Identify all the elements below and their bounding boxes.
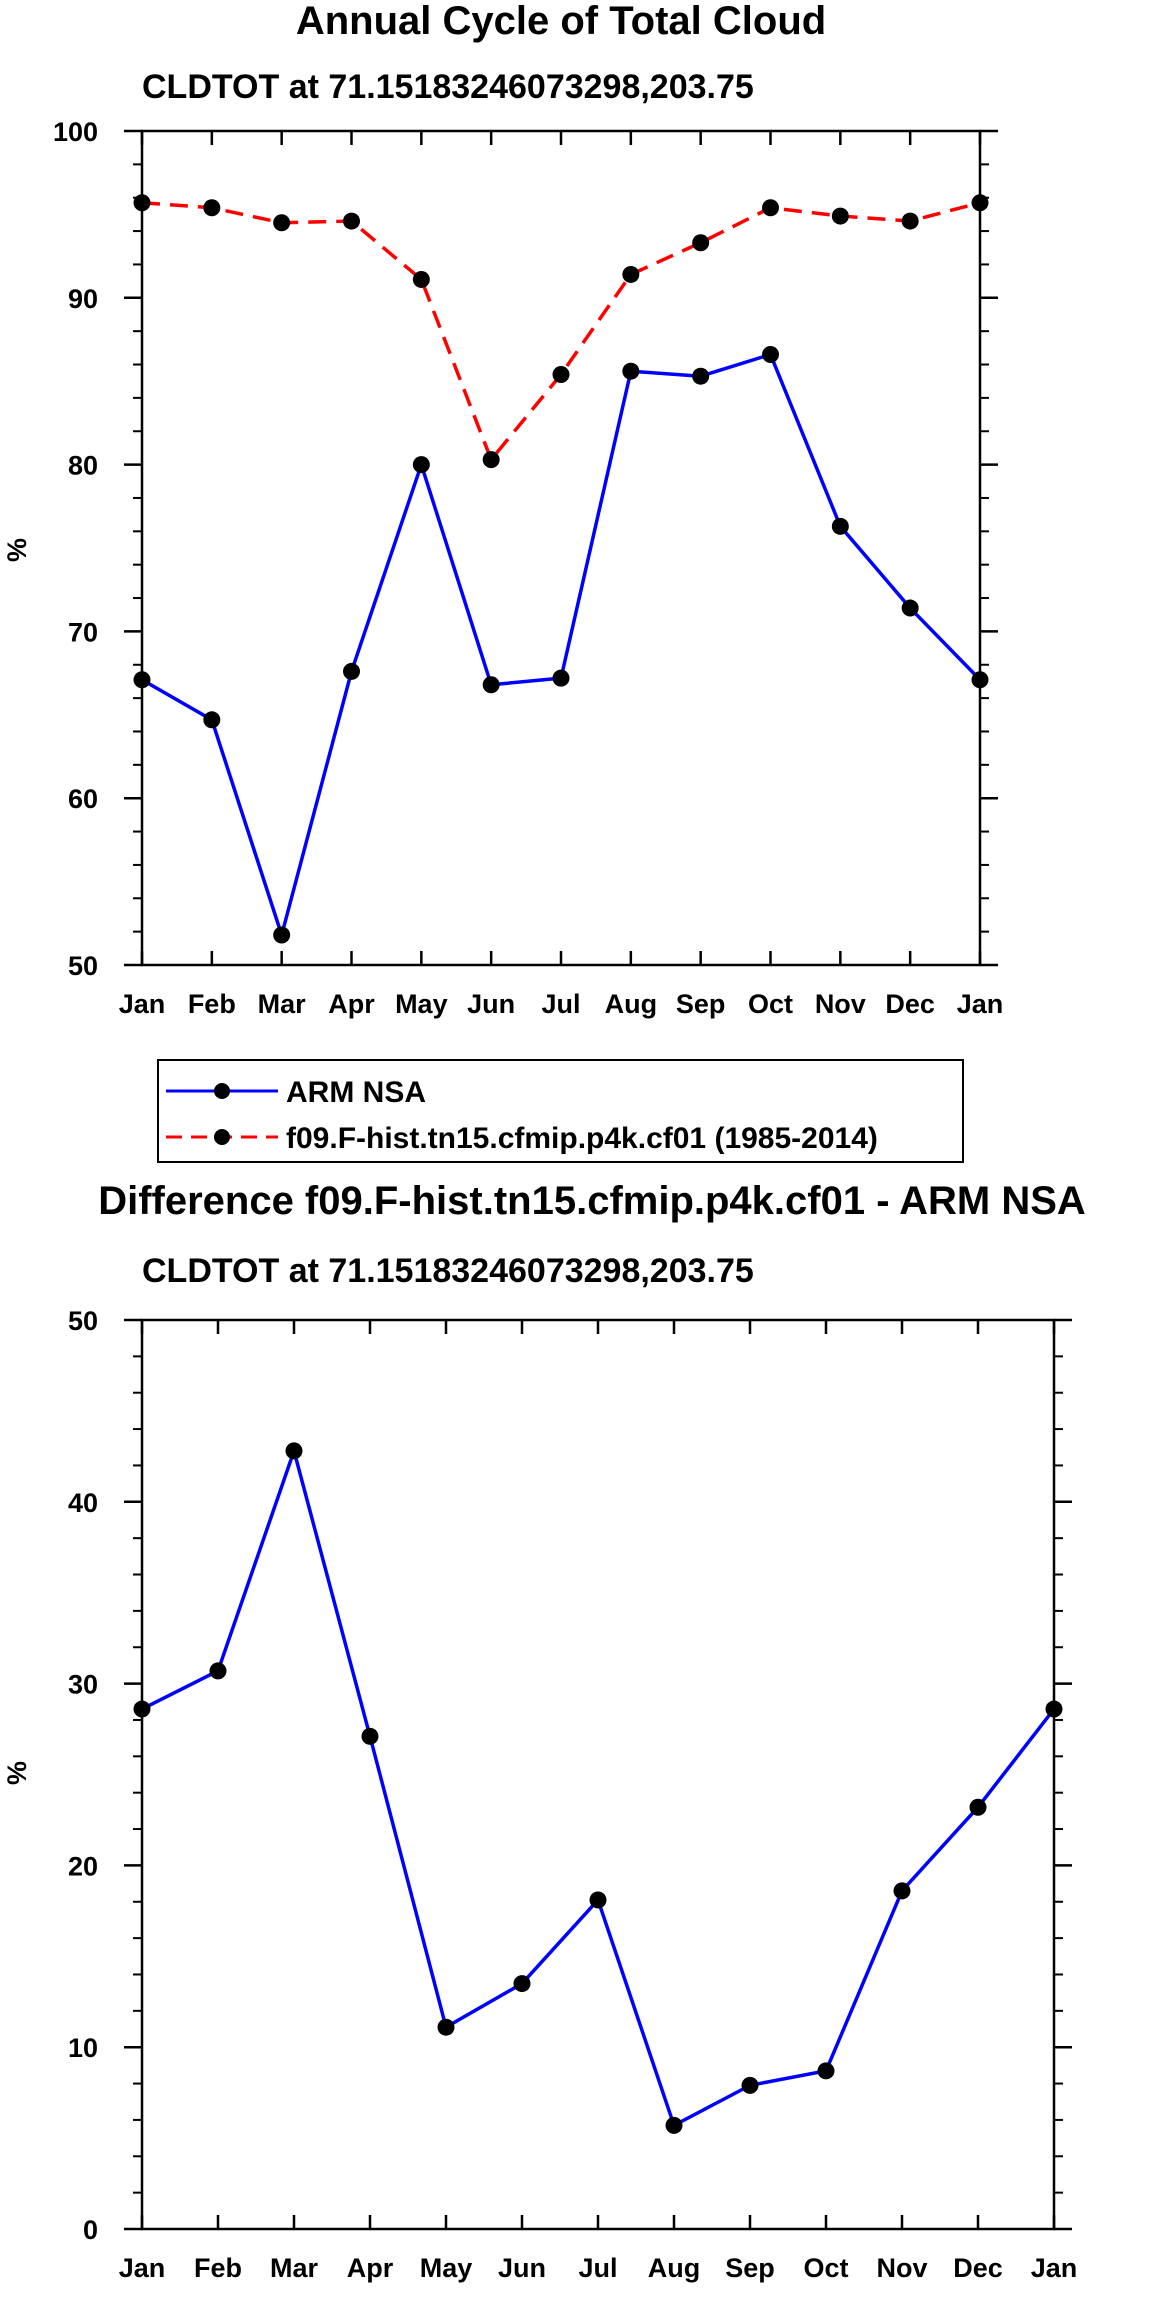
chart1-series-1-point	[971, 194, 989, 212]
chart2-ytick-label: 20	[68, 1851, 98, 1881]
chart1-series-1-point	[273, 214, 291, 232]
chart2-series-0-point	[741, 2076, 759, 2094]
chart1-ytick-label: 50	[68, 951, 98, 981]
chart2-xtick-label: Jul	[578, 2253, 617, 2283]
chart1-series-1-point	[692, 234, 710, 252]
chart1-ytick-label: 90	[68, 284, 98, 314]
chart2-series-0-point	[133, 1700, 151, 1718]
chart2-xtick-label: Mar	[270, 2253, 319, 2283]
chart2-series-0-point	[665, 2116, 683, 2134]
chart2-ylabel: %	[2, 1761, 32, 1785]
legend-box	[157, 1059, 964, 1163]
chart1-series-0-point	[762, 346, 779, 364]
chart1-series-0-point	[203, 711, 221, 729]
chart2-series-0-point	[969, 1798, 987, 1816]
chart2-xtick-label: Feb	[194, 2253, 242, 2283]
chart1-series-1-point	[622, 265, 640, 283]
chart2-series-0-point	[437, 2018, 455, 2036]
chart1-subtitle: CLDTOT at 71.15183246073298,203.75	[142, 68, 754, 106]
chart2-subtitle: CLDTOT at 71.15183246073298,203.75	[142, 1252, 754, 1290]
chart2-plot: Jan Feb Mar Apr May Jun Jul Aug Sep Oct Nov Dec Jan 0…	[68, 1306, 1077, 2283]
chart1-series-1-point	[552, 366, 570, 384]
chart2-xtick-label: Jun	[498, 2253, 546, 2283]
chart1-series-line-0	[141, 352, 982, 942]
chart2-ytick-label: 0	[83, 2215, 98, 2245]
legend-label-arm-nsa: ARM NSA	[286, 1076, 426, 1109]
chart1-xtick-label: Sep	[676, 989, 726, 1019]
chart2-series-0-point	[361, 1727, 379, 1745]
chart1-xtick-label: Aug	[605, 989, 657, 1019]
chart1-series-0-point	[901, 599, 919, 617]
legend-marker-model	[214, 1129, 230, 1145]
chart1-xtick-label: Feb	[188, 989, 236, 1019]
chart1-xtick-label: Jan	[119, 989, 166, 1019]
chart2-xtick-label: Oct	[803, 2253, 848, 2283]
chart1-series-0-point	[692, 367, 710, 385]
chart1-ytick-label: 100	[53, 117, 98, 147]
chart2-series-0-point	[817, 2062, 835, 2080]
chart1-ytick-label: 80	[68, 451, 98, 481]
chart1-series-1-point	[901, 212, 919, 230]
chart1-series-0-point	[412, 456, 430, 474]
chart1-frame	[140, 129, 982, 967]
chart1-series-1-point	[482, 451, 500, 469]
chart1-series-1-point	[762, 199, 779, 217]
chart2-xtick-label: Nov	[876, 2253, 927, 2283]
chart2-series-0-point	[893, 1882, 911, 1900]
chart1-legend: ARM NSA f09.F-hist.tn15.cfmip.p4k.cf01 (…	[157, 1059, 964, 1163]
legend-marker-arm-nsa	[214, 1083, 230, 1099]
chart1-xtick-label: Jan	[957, 989, 1004, 1019]
chart2-xtick-label: Jan	[119, 2253, 166, 2283]
chart2-xtick-label: Aug	[648, 2253, 700, 2283]
chart2-ytick-label: 30	[68, 1670, 98, 1700]
chart1-xtick-label: Nov	[815, 989, 866, 1019]
chart1-series-line-1	[141, 200, 981, 464]
chart1-series-1-point	[343, 212, 360, 230]
chart1-xtick-label: Jun	[467, 989, 515, 1019]
chart2-xtick-label: Apr	[347, 2253, 394, 2283]
chart1-ytick-label: 70	[68, 617, 98, 647]
chart2-ytick-label: 10	[68, 2033, 98, 2063]
chart1-xtick-label: Dec	[885, 989, 935, 1019]
chart2-xtick-label: May	[420, 2253, 473, 2283]
chart2-series-0-point	[1045, 1700, 1063, 1718]
chart2-ytick-label: 40	[68, 1488, 98, 1518]
chart1-xtick-label: Oct	[748, 989, 793, 1019]
chart1-series-0-point	[482, 676, 500, 694]
chart2-xtick-label: Dec	[953, 2253, 1003, 2283]
chart1-series-1-point	[203, 199, 221, 217]
chart2-title: Difference f09.F-hist.tn15.cfmip.p4k.cf0…	[98, 1179, 1086, 1223]
chart1-series-0-point	[831, 517, 849, 535]
chart2-series-0-point	[209, 1662, 227, 1680]
chart1-series-1-point	[133, 194, 151, 212]
chart1-title: Annual Cycle of Total Cloud	[296, 0, 826, 43]
chart2-xtick-label: Sep	[725, 2253, 775, 2283]
chart1-series-1-point	[831, 207, 849, 225]
chart2-series-line-0	[141, 1444, 1056, 2128]
chart2-series-0-point	[513, 1975, 531, 1993]
chart2-frame	[140, 1318, 1056, 2231]
chart2-series-0-point	[589, 1891, 607, 1909]
chart1-xtick-label: Jul	[541, 989, 580, 1019]
chart1-series-0-point	[622, 362, 640, 380]
chart1-series-1-point	[412, 270, 430, 288]
chart2-ytick-label: 50	[68, 1306, 98, 1336]
chart1-series-0-point	[273, 926, 291, 944]
chart1-plot: Jan Feb Mar Apr May Jun Jul Aug Sep Oct Nov Dec Jan 5…	[53, 117, 1003, 1019]
chart2-xtick-label: Jan	[1031, 2253, 1078, 2283]
chart1-series-0-point	[971, 671, 989, 689]
chart1-xtick-label: Mar	[258, 989, 307, 1019]
legend-label-model: f09.F-hist.tn15.cfmip.p4k.cf01 (1985-201…	[286, 1122, 878, 1155]
chart1-ytick-label: 60	[68, 784, 98, 814]
chart1-series-0-point	[133, 671, 151, 689]
chart1-xtick-label: May	[395, 989, 448, 1019]
chart1-xtick-label: Apr	[328, 989, 375, 1019]
chart2-series-0-point	[285, 1442, 303, 1460]
chart1-ylabel: %	[2, 538, 32, 562]
chart1-series-0-point	[552, 669, 570, 687]
chart1-series-0-point	[343, 662, 360, 680]
